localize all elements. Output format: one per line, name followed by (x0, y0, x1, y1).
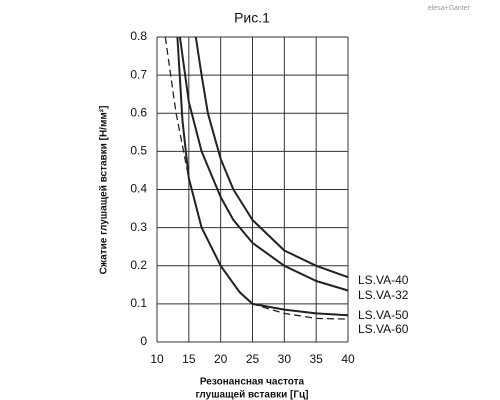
legend-label: LS.VA-50 (358, 308, 409, 322)
y-tick-label: 0.2 (130, 258, 147, 272)
x-tick-label: 15 (182, 352, 196, 366)
y-tick-label: 0.5 (130, 144, 147, 158)
x-axis-label: глушащей вставки [Гц] (196, 390, 309, 400)
y-tick-label: 0.7 (130, 67, 147, 81)
x-tick-label: 20 (214, 352, 228, 366)
series-line (164, 36, 349, 320)
legend-label: LS.VA-32 (358, 288, 409, 302)
y-tick-label: 0 (140, 334, 147, 348)
brand-logo: elesa+Ganter (428, 5, 471, 12)
x-tick-label: 25 (246, 352, 260, 366)
y-tick-label: 0.3 (130, 220, 147, 234)
y-tick-label: 0.1 (130, 296, 147, 310)
x-tick-label: 10 (150, 352, 164, 366)
x-tick-label: 40 (341, 352, 355, 366)
y-tick-label: 0.6 (130, 105, 147, 119)
y-axis-label: Сжатие глушащей вставки [Н/мм²] (99, 106, 110, 275)
series-line (178, 36, 349, 292)
y-tick-label: 0.4 (130, 182, 147, 196)
legend-label: LS.VA-40 (358, 273, 409, 287)
legend-label: LS.VA-60 (358, 322, 409, 336)
chart-title: Рис.1 (234, 10, 270, 26)
y-tick-label: 0.8 (130, 29, 147, 43)
series-line (194, 36, 349, 279)
x-tick-label: 35 (309, 352, 323, 366)
x-tick-label: 30 (278, 352, 292, 366)
x-axis-label: Резонансная частота (200, 377, 305, 388)
